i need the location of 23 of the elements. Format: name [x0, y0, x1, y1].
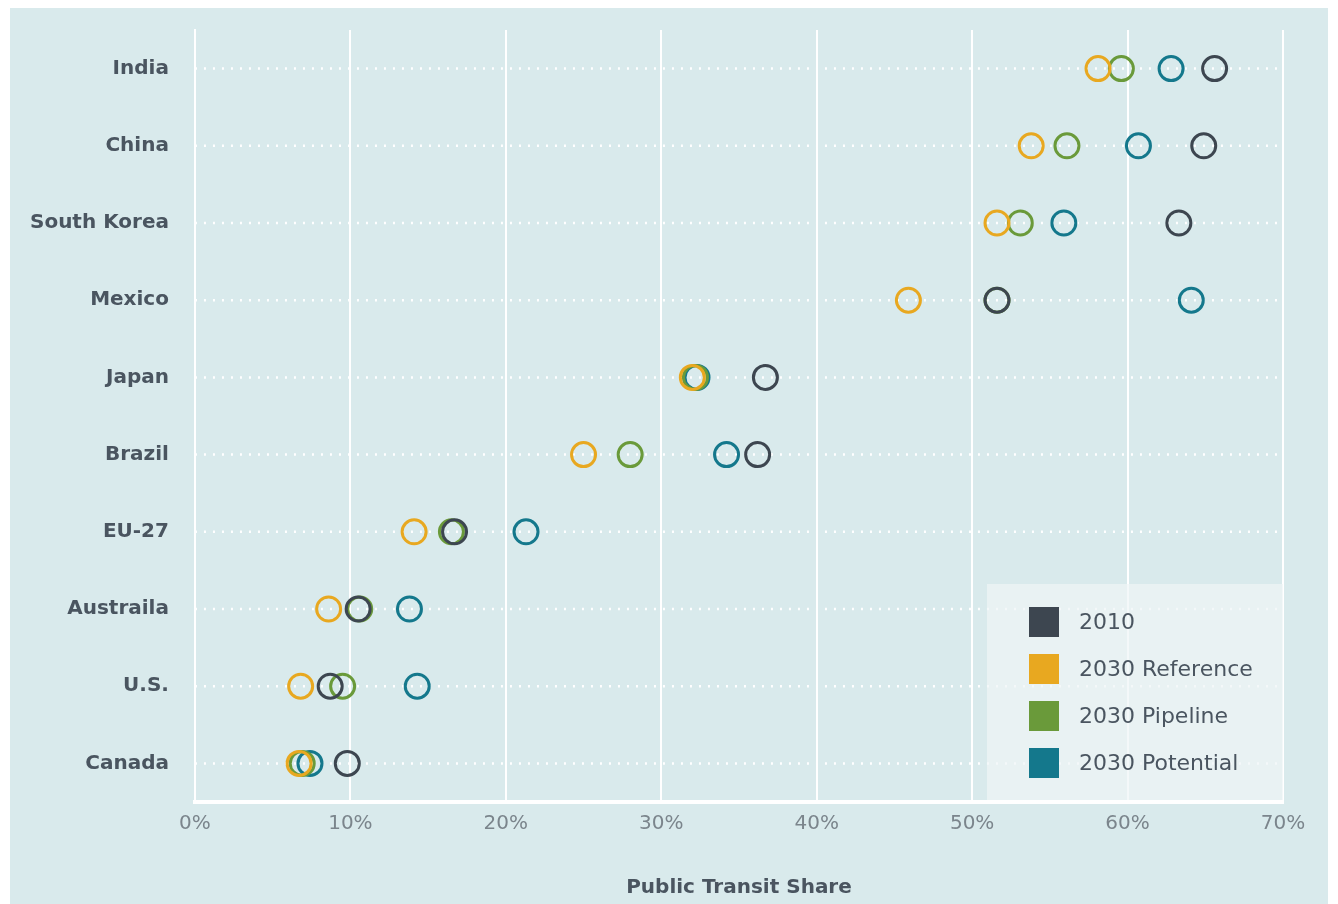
legend-label: 2010 [1079, 609, 1135, 634]
legend-label: 2030 Pipeline [1079, 703, 1229, 728]
x-tick-label: 60% [1105, 810, 1150, 835]
y-tick-label: EU-27 [102, 518, 169, 542]
y-tick-label: China [105, 132, 169, 156]
y-tick-label: India [112, 54, 169, 79]
x-tick-label: 50% [949, 810, 995, 835]
y-tick-label: Canada [85, 749, 169, 774]
x-tick-label: 40% [794, 810, 839, 835]
x-axis-title: Public Transit Share [626, 874, 852, 899]
y-tick-label: Japan [103, 363, 169, 388]
x-tick-label: 10% [328, 810, 373, 835]
x-tick-label: 30% [639, 810, 684, 835]
y-tick-label: South Korea [29, 209, 169, 234]
legend-label: 2030 Potential [1079, 750, 1239, 775]
y-tick-label: Brazil [104, 440, 169, 465]
y-tick-label: Austraila [67, 595, 169, 620]
x-tick-label: 70% [1260, 810, 1306, 835]
legend-label: 2030 Reference [1079, 656, 1253, 681]
x-tick-label: 0% [179, 810, 211, 835]
x-tick-label: 20% [483, 810, 529, 835]
y-tick-label: Mexico [90, 286, 169, 311]
y-tick-label: U.S. [123, 672, 169, 697]
